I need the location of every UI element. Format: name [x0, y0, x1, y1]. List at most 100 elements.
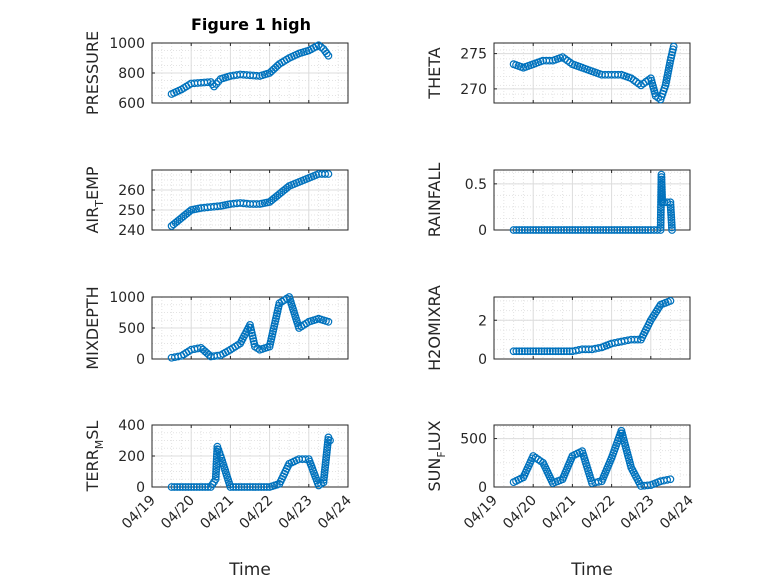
data-point — [635, 226, 644, 234]
data-point — [540, 347, 549, 356]
data-point — [252, 71, 261, 80]
subplot-2: 270 275 THETA — [425, 42, 691, 104]
data-point — [656, 213, 665, 222]
figure-title: Figure 1 high — [191, 15, 311, 34]
data-point — [565, 226, 574, 234]
data-point — [322, 455, 330, 464]
y-axis-label: RAINFALL — [425, 163, 444, 238]
data-point — [585, 226, 594, 234]
x-tick-label: 04/21 — [197, 493, 237, 533]
data-point — [515, 226, 524, 234]
data-point — [320, 468, 329, 477]
x-tick-label: 04/21 — [539, 493, 579, 533]
data-point — [248, 483, 257, 491]
data-point — [190, 483, 198, 491]
y-tick-label: 275 — [460, 47, 487, 63]
data-point — [512, 347, 521, 356]
data-point — [323, 443, 332, 452]
data-point — [607, 226, 616, 234]
data-point — [588, 226, 596, 234]
data-point — [546, 226, 554, 234]
data-point — [551, 347, 560, 356]
data-point — [246, 483, 254, 491]
data-point — [212, 80, 221, 88]
data-point — [204, 350, 213, 359]
data-point — [657, 173, 666, 182]
y-tick-label: 500 — [460, 432, 487, 448]
data-point — [657, 205, 665, 214]
data-point — [557, 226, 566, 234]
data-point — [633, 335, 642, 344]
data-point — [593, 226, 602, 234]
y-axis-label: AIRTEMP — [83, 166, 106, 233]
data-point — [167, 483, 176, 491]
data-point — [613, 226, 622, 234]
y-tick-label: 270 — [460, 82, 487, 98]
data-point — [616, 226, 624, 234]
data-point — [534, 226, 543, 234]
data-point — [614, 70, 623, 79]
x-tick-label: 04/20 — [500, 493, 540, 533]
x-tick-label: 04/22 — [579, 493, 619, 533]
data-point — [643, 481, 652, 490]
y-tick-label: 0 — [136, 352, 145, 368]
data-point — [658, 188, 666, 197]
data-point — [203, 78, 212, 87]
subplot-5: 0 500 1000 MIXDEPTH — [83, 286, 349, 370]
data-point — [658, 193, 666, 202]
data-point — [520, 226, 529, 234]
data-point — [543, 347, 552, 356]
data-point — [554, 226, 563, 234]
data-point — [667, 210, 676, 219]
data-point — [656, 226, 665, 234]
data-point — [656, 221, 665, 229]
data-point — [562, 347, 571, 356]
data-point — [212, 465, 221, 474]
data-point — [321, 460, 330, 469]
y-axis-label: PRESSURE — [83, 31, 102, 115]
data-point — [324, 170, 333, 178]
data-point — [322, 49, 331, 58]
data-point — [229, 483, 238, 491]
data-point — [324, 51, 333, 60]
data-point — [323, 438, 332, 447]
data-point — [526, 226, 535, 234]
data-point — [523, 226, 532, 234]
data-point — [537, 347, 546, 356]
data-point — [321, 458, 330, 467]
y-tick-label: 200 — [118, 449, 145, 465]
data-point — [657, 180, 666, 189]
data-point — [532, 226, 540, 234]
data-point — [185, 207, 194, 216]
data-point — [560, 226, 568, 234]
data-point — [322, 450, 331, 459]
subplot-8: 0 500 SUNFLUX 04/19 04/20 04/21 04/22 04/23 04/2… — [425, 420, 697, 580]
data-point — [656, 210, 665, 219]
data-point — [237, 483, 246, 491]
data-point — [551, 226, 560, 234]
data-point — [321, 463, 330, 472]
data-point — [232, 483, 240, 491]
data-point — [515, 347, 524, 356]
data-point — [320, 465, 329, 474]
y-tick-label: 1000 — [109, 290, 145, 306]
data-point — [667, 216, 676, 224]
data-point — [632, 226, 641, 234]
y-tick-label: 240 — [118, 223, 145, 239]
data-point — [641, 226, 650, 234]
data-point — [251, 483, 260, 491]
data-point — [322, 448, 331, 457]
y-tick-label: 0 — [478, 223, 487, 239]
y-axis-label: SUNFLUX — [425, 420, 448, 491]
data-point — [212, 467, 220, 476]
y-tick-label: 0.5 — [465, 177, 487, 193]
data-point — [257, 483, 266, 491]
data-point — [590, 226, 599, 234]
data-point — [184, 483, 193, 491]
axes-box — [151, 169, 349, 231]
data-point — [624, 226, 633, 234]
y-tick-label: 2 — [478, 313, 487, 329]
data-point — [319, 475, 328, 484]
axes-box — [493, 296, 691, 360]
